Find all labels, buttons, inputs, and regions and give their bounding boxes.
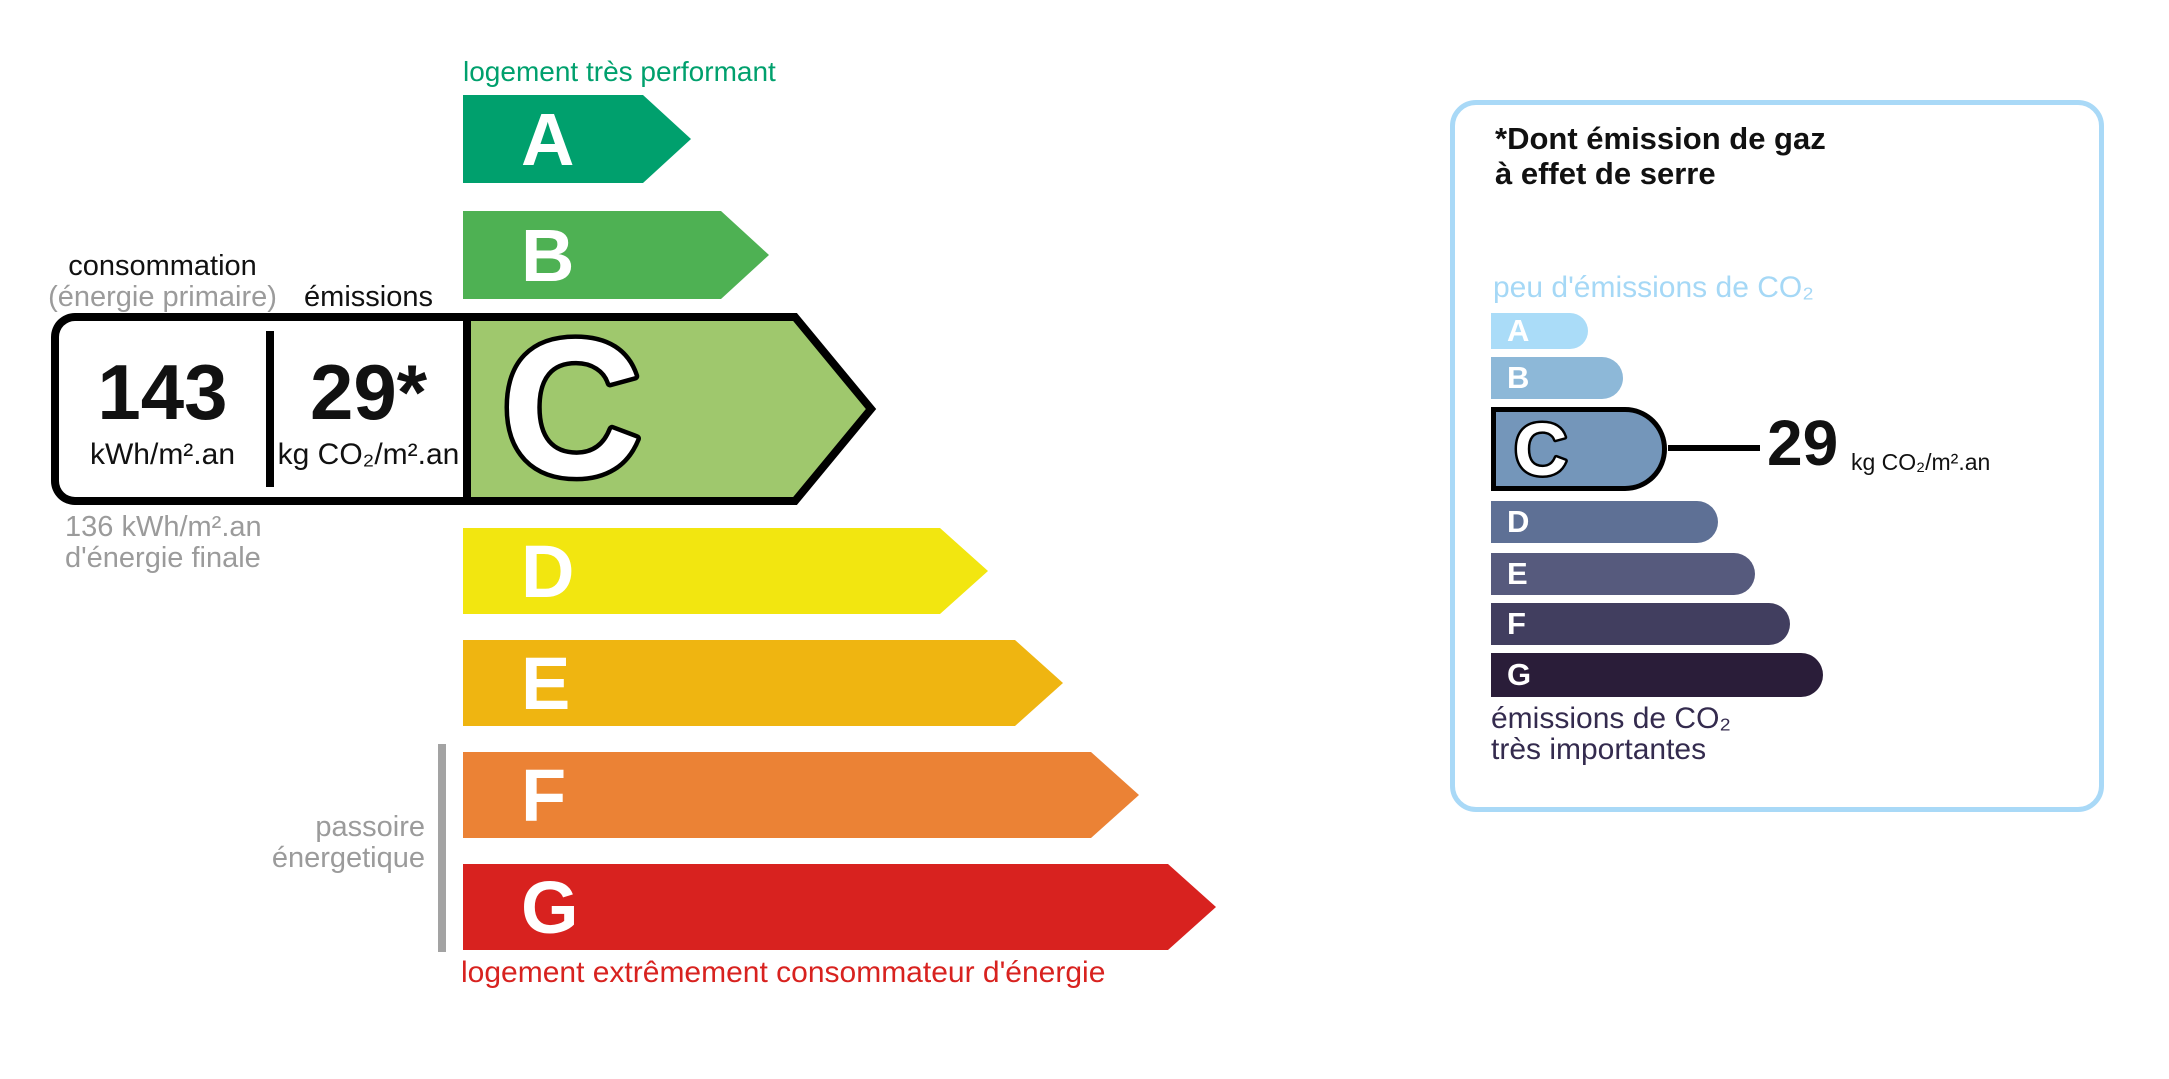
energy-class-F-arrow: F	[463, 752, 1139, 838]
co2-scale-top-label: peu d'émissions de CO₂	[1493, 271, 1814, 304]
consumption-value: 143	[97, 348, 228, 436]
energy-class-E-letter: E	[521, 641, 571, 725]
co2-class-D-letter: D	[1507, 504, 1530, 539]
consumption-unit: kWh/m².an	[89, 438, 236, 471]
co2-class-F-bar: F	[1491, 603, 1790, 645]
co2-class-C-bar: C	[1491, 407, 1667, 491]
co2-scale-bottom-label-line2: très importantes	[1491, 733, 1707, 766]
co2-class-G-letter: G	[1507, 657, 1532, 692]
consumption-header: consommation	[68, 250, 257, 282]
passoire-bracket-bar	[438, 744, 446, 952]
co2-class-G-bar: G	[1491, 653, 1823, 697]
co2-class-B-bar: B	[1491, 357, 1623, 399]
co2-panel: *Dont émission de gaz à effet de serre p…	[1450, 100, 2104, 812]
final-energy-note: 136 kWh/m².an d'énergie finale	[65, 512, 262, 574]
final-energy-line2: d'énergie finale	[65, 542, 261, 574]
co2-scale-bottom-label: émissions de CO₂ très importantes	[1491, 703, 1731, 765]
energy-scale-bottom-label: logement extrêmement consommateur d'éner…	[461, 956, 1106, 989]
energy-class-B-letter: B	[521, 213, 575, 297]
passoire-label: passoire énergetique	[150, 812, 425, 874]
energy-class-C-letter: C	[501, 313, 642, 505]
passoire-label-line1: passoire	[315, 811, 425, 843]
co2-value-connector-line	[1668, 445, 1760, 451]
emissions-value: 29*	[309, 348, 428, 436]
energy-class-G-letter: G	[521, 865, 579, 949]
co2-scale-bottom-label-line1: émissions de CO₂	[1491, 702, 1732, 735]
co2-value: 29	[1767, 407, 1839, 479]
energy-class-A-arrow: A	[463, 95, 691, 183]
energy-class-C-arrow: C	[463, 313, 877, 505]
co2-class-F-letter: F	[1507, 606, 1526, 641]
consumption-value-box	[51, 313, 463, 505]
co2-class-E-letter: E	[1507, 556, 1528, 591]
co2-class-A-letter: A	[1507, 313, 1530, 348]
energy-class-D-letter: D	[521, 529, 575, 613]
co2-class-D-bar: D	[1491, 501, 1718, 543]
co2-panel-title: *Dont émission de gaz à effet de serre	[1495, 121, 1826, 191]
svg-text:C: C	[1514, 412, 1567, 486]
energy-class-F-letter: F	[521, 753, 567, 837]
energy-class-D-arrow: D	[463, 528, 988, 614]
final-energy-line1: 136 kWh/m².an	[65, 511, 262, 543]
passoire-label-line2: énergetique	[271, 842, 425, 874]
energy-class-A-letter: A	[521, 97, 575, 181]
co2-value-unit: kg CO₂/m².an	[1851, 449, 1991, 475]
co2-class-B-letter: B	[1507, 360, 1530, 395]
co2-class-E-bar: E	[1491, 553, 1755, 595]
emissions-header: émissions	[304, 281, 433, 313]
energy-class-E-arrow: E	[463, 640, 1063, 726]
co2-panel-title-line1: *Dont émission de gaz	[1495, 121, 1826, 156]
co2-class-C-letter: C	[1512, 412, 1570, 486]
energy-class-B-arrow: B	[463, 211, 769, 299]
consumption-box-divider	[266, 331, 274, 487]
co2-panel-title-line2: à effet de serre	[1495, 156, 1716, 191]
co2-class-A-bar: A	[1491, 313, 1588, 349]
emissions-unit: kg CO₂/m².an	[277, 438, 460, 471]
primary-energy-subheader: (énergie primaire)	[48, 281, 277, 313]
energy-scale-top-label: logement très performant	[463, 56, 776, 87]
energy-class-G-arrow: G	[463, 864, 1216, 950]
